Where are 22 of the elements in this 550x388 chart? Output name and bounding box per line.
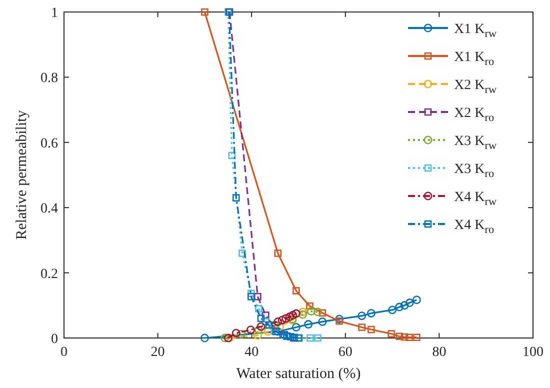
x-tick-label: 40 xyxy=(244,345,259,360)
x-tick-label: 60 xyxy=(338,345,352,360)
legend-label: X3 K$_{ro}$ xyxy=(454,162,494,180)
x-tick-label: 100 xyxy=(522,345,544,360)
y-tick-label: 0.2 xyxy=(40,266,58,282)
legend-label: X2 K$_{ro}$ xyxy=(454,106,494,124)
y-tick-label: 1 xyxy=(51,6,58,21)
legend-label: X1 K$_{ro}$ xyxy=(454,50,494,68)
x-tick-label: 0 xyxy=(60,345,68,360)
y-axis-title: Relative permeability xyxy=(14,110,30,240)
legend-label: X1 K$_{rw}$ xyxy=(454,22,498,40)
legend-label: X4 K$_{rw}$ xyxy=(454,190,498,208)
y-tick-label: 0.8 xyxy=(40,71,58,86)
x-tick-label: 80 xyxy=(432,345,446,360)
x-tick-label: 20 xyxy=(150,345,165,360)
y-tick-label: 0.4 xyxy=(40,202,58,217)
legend-label: X4 K$_{ro}$ xyxy=(454,218,494,236)
y-tick-label: 0.6 xyxy=(40,136,58,152)
y-tick-label: 0 xyxy=(51,332,58,347)
legend-label: X2 K$_{rw}$ xyxy=(454,78,498,96)
legend-label: X3 K$_{rw}$ xyxy=(454,134,498,152)
x-axis-title: Water saturation (%) xyxy=(236,366,361,382)
